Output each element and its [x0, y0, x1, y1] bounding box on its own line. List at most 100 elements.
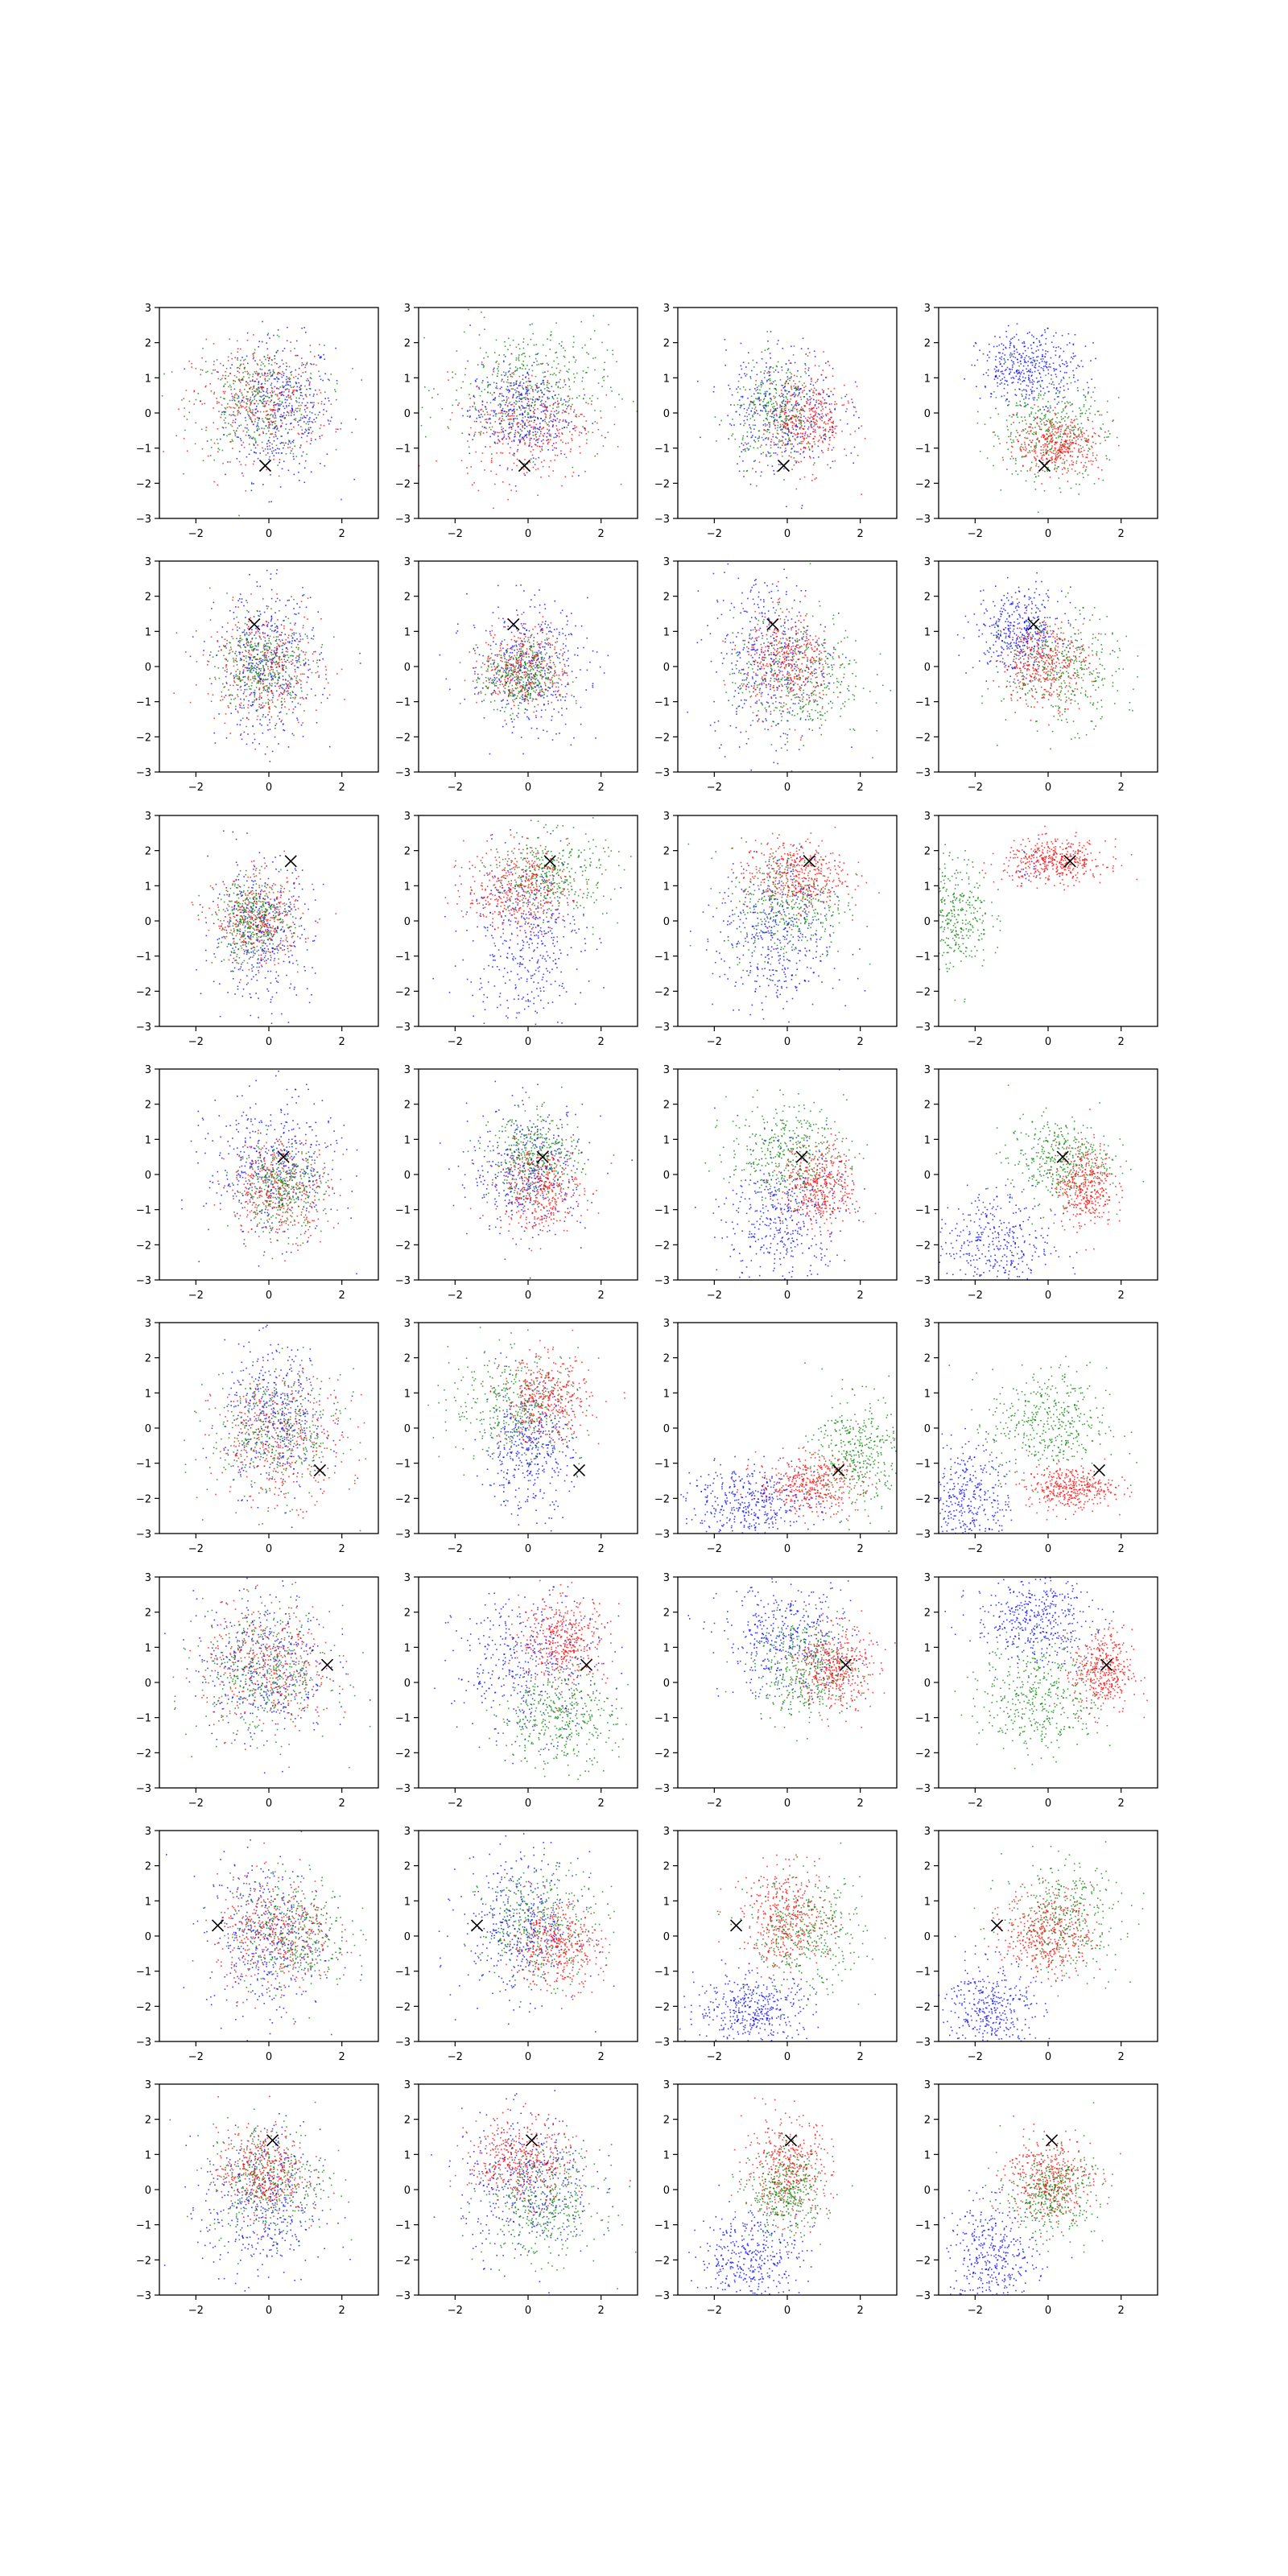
point-green — [773, 371, 775, 373]
point-blue — [250, 380, 251, 382]
point-blue — [1042, 355, 1044, 357]
point-red — [517, 444, 519, 446]
point-green — [801, 407, 803, 408]
point-green — [1024, 416, 1026, 419]
point-green — [300, 392, 303, 394]
point-red — [815, 413, 816, 415]
point-green — [502, 418, 504, 420]
point-green — [271, 394, 273, 397]
point-blue — [493, 431, 495, 432]
point-red — [265, 417, 266, 419]
point-green — [752, 359, 754, 361]
point-green — [480, 432, 481, 435]
point-green — [1047, 454, 1050, 456]
point-blue — [1053, 346, 1055, 348]
panel-points — [964, 323, 1120, 514]
point-green — [733, 404, 735, 407]
point-green — [221, 449, 224, 452]
point-blue — [506, 402, 507, 403]
point-blue — [852, 406, 855, 408]
point-blue — [510, 427, 513, 428]
point-green — [976, 422, 979, 424]
point-green — [260, 400, 262, 402]
point-blue — [266, 445, 268, 448]
point-green — [299, 408, 301, 410]
point-green — [549, 349, 551, 350]
point-green — [529, 417, 531, 419]
point-red — [419, 464, 420, 467]
point-red — [544, 420, 546, 423]
point-red — [470, 427, 472, 429]
point-green — [268, 425, 270, 427]
point-blue — [549, 390, 551, 393]
point-green — [257, 417, 259, 419]
point-red — [574, 427, 576, 429]
point-red — [558, 432, 559, 434]
point-red — [829, 411, 832, 413]
point-blue — [279, 599, 281, 601]
point-red — [531, 454, 534, 456]
point-blue — [267, 650, 269, 651]
point-blue — [288, 405, 290, 407]
point-blue — [285, 616, 287, 617]
point-green — [275, 417, 277, 419]
point-green — [250, 436, 251, 438]
point-red — [306, 440, 308, 443]
point-red — [254, 418, 256, 420]
point-red — [1080, 439, 1083, 440]
point-green — [614, 406, 616, 408]
point-blue — [1023, 389, 1025, 390]
point-green — [246, 403, 248, 405]
point-green — [249, 418, 251, 419]
point-red — [526, 472, 528, 473]
point-red — [815, 423, 818, 425]
point-green — [288, 440, 290, 441]
point-blue — [494, 413, 497, 415]
point-green — [1059, 448, 1060, 451]
point-green — [484, 328, 485, 330]
point-blue — [529, 415, 531, 418]
point-blue — [785, 449, 787, 452]
point-red — [1022, 429, 1024, 431]
point-green — [512, 409, 514, 411]
point-green — [250, 449, 252, 452]
point-green — [1068, 377, 1071, 378]
point-blue — [982, 353, 985, 355]
point-blue — [1022, 395, 1023, 397]
point-blue — [534, 409, 535, 411]
point-green — [1049, 448, 1051, 451]
point-blue — [1036, 356, 1038, 358]
point-green — [761, 384, 763, 386]
point-red — [499, 417, 501, 419]
point-blue — [1011, 337, 1013, 339]
point-red — [246, 406, 247, 408]
point-blue — [738, 374, 741, 376]
point-red — [519, 442, 521, 444]
point-blue — [821, 406, 824, 408]
point-green — [1039, 384, 1041, 386]
point-green — [527, 412, 529, 414]
point-blue — [774, 408, 777, 410]
point-red — [744, 448, 746, 450]
point-red — [803, 437, 806, 440]
point-blue — [240, 685, 242, 687]
point-green — [1058, 435, 1059, 437]
point-green — [1031, 461, 1033, 464]
point-blue — [542, 379, 544, 382]
point-red — [585, 402, 587, 403]
point-red — [1011, 456, 1013, 457]
point-red — [572, 471, 575, 473]
point-green — [509, 345, 511, 346]
point-blue — [261, 386, 263, 388]
point-blue — [457, 404, 459, 407]
point-red — [193, 403, 195, 405]
point-blue — [996, 376, 997, 378]
point-blue — [299, 463, 300, 464]
point-red — [1083, 464, 1085, 467]
point-green — [313, 402, 315, 403]
point-red — [535, 386, 538, 388]
point-green — [480, 431, 482, 433]
point-red — [242, 378, 244, 379]
point-blue — [247, 641, 249, 643]
point-green — [1094, 414, 1096, 415]
